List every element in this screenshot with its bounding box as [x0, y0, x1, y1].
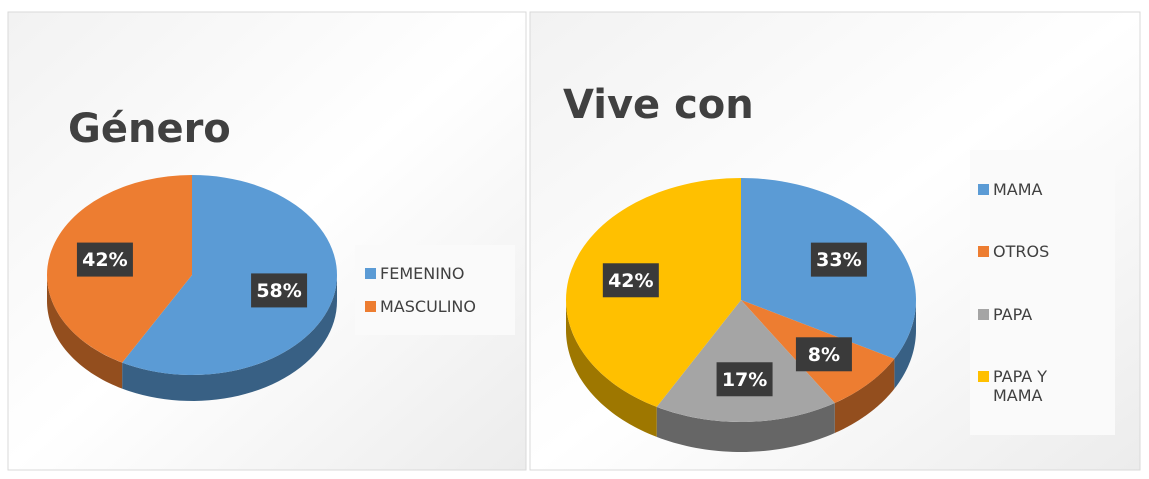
- legend-label: PAPA Y MAMA: [993, 367, 1047, 406]
- pie-slice: [656, 300, 835, 423]
- legend: FEMENINO MASCULINO: [355, 245, 515, 335]
- chart-title: Vive con: [563, 82, 754, 128]
- legend-swatch: [978, 308, 989, 320]
- legend-item: MAMA: [978, 180, 1107, 199]
- legend-label: MASCULINO: [380, 297, 476, 316]
- legend-swatch: [978, 246, 989, 258]
- legend-item: FEMENINO: [365, 264, 505, 283]
- pie-side: [47, 275, 123, 389]
- pie-side: [122, 275, 337, 401]
- chart-title: Género: [68, 106, 231, 152]
- legend-label: MAMA: [993, 179, 1043, 199]
- label-box: [795, 337, 852, 372]
- pie-slice: [122, 175, 337, 375]
- label-box: [251, 273, 308, 308]
- legend: MAMA OTROS PAPA PAPA Y MAMA: [970, 150, 1115, 435]
- pie-side: [834, 358, 895, 434]
- data-label: 17%: [722, 369, 767, 391]
- legend-label: PAPA: [993, 304, 1033, 324]
- data-label: 42%: [608, 270, 653, 292]
- pie-side: [656, 403, 835, 452]
- label-box: [76, 242, 133, 277]
- legend-item: PAPA Y MAMA: [978, 367, 1107, 405]
- data-label: 58%: [256, 280, 301, 302]
- data-label: 33%: [816, 249, 861, 271]
- legend-swatch: [978, 183, 989, 195]
- legend-label: OTROS: [993, 242, 1050, 262]
- label-box: [810, 242, 867, 277]
- legend-swatch: [365, 268, 376, 279]
- pie-side: [894, 300, 916, 389]
- legend-label: FEMENINO: [380, 264, 465, 283]
- label-box: [716, 362, 773, 397]
- legend-swatch: [365, 301, 376, 312]
- legend-item: PAPA: [978, 305, 1107, 324]
- legend-swatch: [978, 371, 989, 383]
- legend-item: MASCULINO: [365, 297, 505, 316]
- legend-item: OTROS: [978, 242, 1107, 261]
- data-label: 8%: [808, 344, 840, 366]
- pie-side: [566, 300, 657, 437]
- data-label: 42%: [82, 249, 127, 271]
- label-box: [602, 263, 659, 298]
